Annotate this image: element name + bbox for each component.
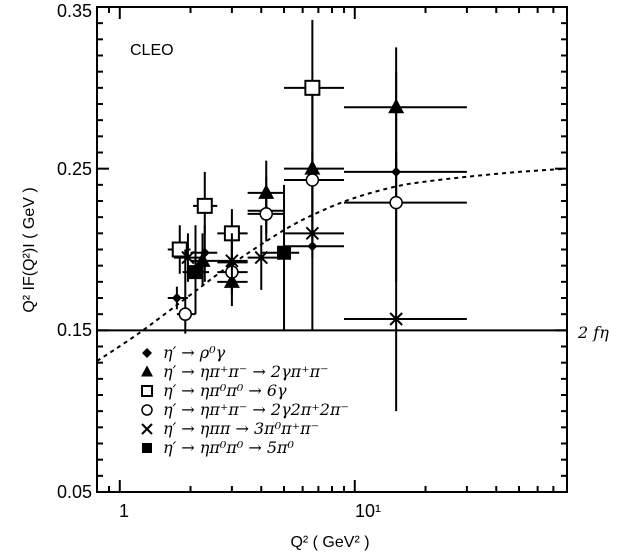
series-4	[173, 209, 467, 412]
data-point	[217, 233, 248, 290]
legend-item-1: η′ → ηπ⁺π⁻ → 2γπ⁺π⁻	[141, 362, 329, 381]
legend-marker	[141, 385, 153, 397]
legend-label: η′ → ηπ⁰π⁰ → 5π⁰	[163, 438, 295, 457]
cross-stroke	[389, 312, 403, 326]
legend-item-4: η′ → ηππ → 3π⁰π⁺π⁻	[141, 419, 319, 438]
cross-stroke	[305, 226, 320, 241]
marker-cross	[225, 254, 239, 268]
data-point	[284, 152, 345, 210]
x-tick-label-10: 10¹	[355, 501, 381, 521]
legend-label: η′ → ηπ⁺π⁻ → 2γ2π⁺2π⁻	[163, 400, 349, 419]
legend-item-5: η′ → ηπ⁰π⁰ → 5π⁰	[142, 438, 295, 457]
data-point	[284, 87, 345, 242]
marker-cross	[305, 226, 320, 241]
cross-stroke	[141, 423, 153, 435]
data-point	[344, 47, 467, 172]
annotation-cleo: CLEO	[130, 42, 174, 59]
data-point	[344, 152, 467, 250]
y-tick-label-0.25: 0.25	[57, 159, 92, 179]
legend-marker	[141, 365, 153, 377]
data-point	[284, 19, 345, 169]
y-axis-title: Q² IF(Q²)I ( GeV )	[21, 187, 38, 312]
marker-circle-open	[305, 173, 320, 187]
marker-square-filled	[277, 245, 292, 260]
x-axis-title: Q² ( GeV² )	[290, 534, 369, 551]
data-point	[173, 233, 201, 282]
theory-curve	[96, 167, 568, 362]
data-point	[182, 225, 210, 315]
marker-square-open	[304, 79, 321, 96]
legend-marker	[142, 348, 152, 358]
legend-marker	[142, 443, 152, 453]
x-tick-label-1: 1	[119, 501, 129, 521]
data-point	[167, 225, 191, 274]
cross-stroke	[181, 250, 195, 265]
y-tick-label-0.05: 0.05	[57, 482, 92, 502]
y-tick-label-0.35: 0.35	[57, 1, 92, 21]
marker-circle-open	[178, 307, 193, 321]
data-points	[167, 19, 467, 412]
marker-diamond-filled	[171, 293, 182, 303]
data-point	[344, 71, 467, 282]
legend-item-3: η′ → ηπ⁺π⁻ → 2γ2π⁺2π⁻	[141, 400, 349, 419]
series-3	[176, 152, 467, 334]
cross-stroke	[225, 254, 239, 268]
marker-triangle-filled	[388, 98, 405, 114]
reference-line-label: 2 fη	[577, 323, 609, 342]
data-point	[344, 249, 467, 412]
legend-label: η′ → ηπ⁺π⁻ → 2γπ⁺π⁻	[163, 362, 329, 381]
marker-circle-open	[389, 195, 403, 210]
data-point	[261, 184, 300, 331]
legend-label: η′ → ρ⁰γ	[163, 343, 226, 362]
legend-marker	[141, 404, 153, 416]
legend-item-0: η′ → ρ⁰γ	[142, 343, 226, 362]
y-tick-label-0.15: 0.15	[57, 320, 92, 340]
legend-marker	[141, 423, 153, 435]
data-point	[176, 249, 196, 334]
legend-item-2: η′ → ηπ⁰π⁰ → 6γ	[141, 381, 287, 400]
series-2	[167, 19, 345, 274]
data-point	[193, 171, 218, 234]
marker-square-filled	[188, 265, 203, 280]
marker-circle-open	[259, 207, 273, 221]
marker-cross	[389, 312, 403, 326]
data-point	[284, 168, 345, 331]
marker-cross	[181, 250, 195, 265]
legend-label: η′ → ηπ⁰π⁰ → 6γ	[163, 381, 287, 400]
data-point	[284, 209, 345, 258]
series-5	[182, 184, 300, 331]
marker-square-open	[196, 197, 213, 214]
data-point	[247, 192, 285, 234]
marker-triangle-filled	[258, 184, 275, 199]
legend-label: η′ → ηππ → 3π⁰π⁺π⁻	[163, 419, 319, 438]
marker-triangle-filled	[194, 252, 211, 267]
